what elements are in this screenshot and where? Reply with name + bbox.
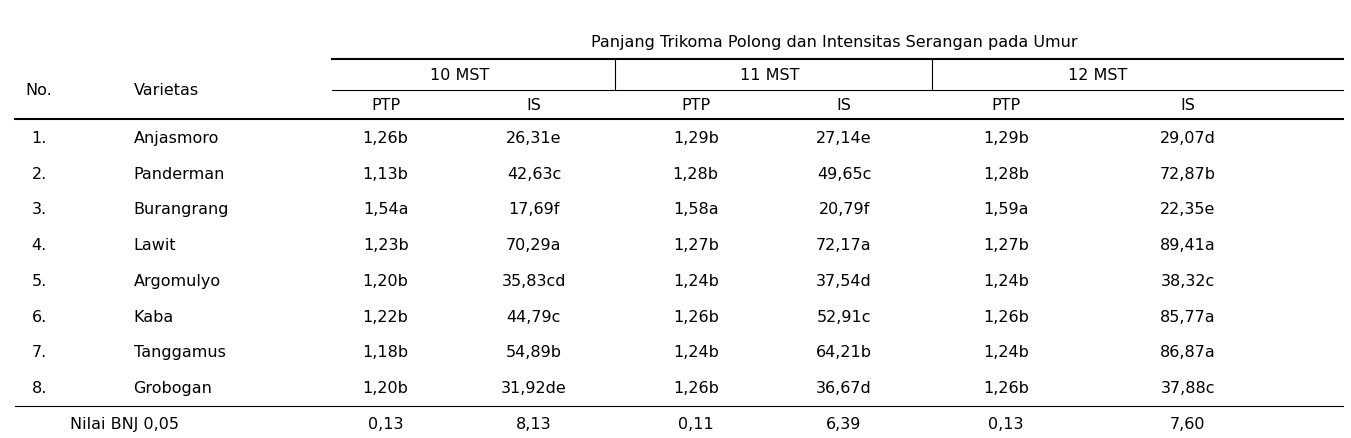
Text: 72,87b: 72,87b (1159, 166, 1216, 181)
Text: 89,41a: 89,41a (1161, 238, 1216, 253)
Text: 1,20b: 1,20b (362, 273, 408, 288)
Text: 6.: 6. (31, 309, 47, 324)
Text: 44,79c: 44,79c (507, 309, 561, 324)
Text: 3.: 3. (31, 202, 47, 217)
Text: No.: No. (26, 83, 53, 98)
Text: 64,21b: 64,21b (816, 345, 871, 360)
Text: 1,26b: 1,26b (984, 309, 1028, 324)
Text: 8.: 8. (31, 380, 47, 396)
Text: 35,83cd: 35,83cd (501, 273, 566, 288)
Text: 52,91c: 52,91c (817, 309, 871, 324)
Text: Anjasmoro: Anjasmoro (134, 131, 219, 145)
Text: 1,58a: 1,58a (673, 202, 719, 217)
Text: 29,07d: 29,07d (1161, 131, 1216, 145)
Text: Panjang Trikoma Polong dan Intensitas Serangan pada Umur: Panjang Trikoma Polong dan Intensitas Se… (592, 35, 1078, 50)
Text: PTP: PTP (992, 98, 1020, 113)
Text: Kaba: Kaba (134, 309, 174, 324)
Text: PTP: PTP (372, 98, 400, 113)
Text: 1,26b: 1,26b (673, 309, 719, 324)
Text: 20,79f: 20,79f (819, 202, 870, 217)
Text: 1,28b: 1,28b (982, 166, 1029, 181)
Text: 0,13: 0,13 (988, 416, 1024, 431)
Text: 1,29b: 1,29b (673, 131, 719, 145)
Text: 36,67d: 36,67d (816, 380, 871, 396)
Text: 7,60: 7,60 (1170, 416, 1205, 431)
Text: 1,28b: 1,28b (673, 166, 719, 181)
Text: Panderman: Panderman (134, 166, 224, 181)
Text: 1,23b: 1,23b (363, 238, 408, 253)
Text: Tanggamus: Tanggamus (134, 345, 226, 360)
Text: 31,92de: 31,92de (501, 380, 567, 396)
Text: 0,13: 0,13 (367, 416, 404, 431)
Text: Varietas: Varietas (134, 83, 199, 98)
Text: 26,31e: 26,31e (507, 131, 562, 145)
Text: 4.: 4. (31, 238, 47, 253)
Text: IS: IS (527, 98, 542, 113)
Text: 1,20b: 1,20b (362, 380, 408, 396)
Text: 1,59a: 1,59a (984, 202, 1028, 217)
Text: 1,26b: 1,26b (673, 380, 719, 396)
Text: IS: IS (1181, 98, 1196, 113)
Text: 1,27b: 1,27b (984, 238, 1028, 253)
Text: Argomulyo: Argomulyo (134, 273, 220, 288)
Text: 7.: 7. (31, 345, 47, 360)
Text: 1,22b: 1,22b (362, 309, 408, 324)
Text: 1,24b: 1,24b (673, 345, 719, 360)
Text: 86,87a: 86,87a (1161, 345, 1216, 360)
Text: IS: IS (836, 98, 851, 113)
Text: Lawit: Lawit (134, 238, 176, 253)
Text: 17,69f: 17,69f (508, 202, 559, 217)
Text: 1.: 1. (31, 131, 47, 145)
Text: 1,18b: 1,18b (362, 345, 409, 360)
Text: 11 MST: 11 MST (740, 68, 800, 83)
Text: Grobogan: Grobogan (134, 380, 212, 396)
Text: 42,63c: 42,63c (507, 166, 561, 181)
Text: 38,32c: 38,32c (1161, 273, 1215, 288)
Text: 1,29b: 1,29b (984, 131, 1028, 145)
Text: 0,11: 0,11 (678, 416, 713, 431)
Text: 37,54d: 37,54d (816, 273, 871, 288)
Text: 70,29a: 70,29a (507, 238, 562, 253)
Text: PTP: PTP (681, 98, 711, 113)
Text: 10 MST: 10 MST (430, 68, 489, 83)
Text: 8,13: 8,13 (516, 416, 551, 431)
Text: 1,26b: 1,26b (362, 131, 408, 145)
Text: 27,14e: 27,14e (816, 131, 871, 145)
Text: 1,24b: 1,24b (984, 273, 1028, 288)
Text: 12 MST: 12 MST (1067, 68, 1127, 83)
Text: 1,24b: 1,24b (673, 273, 719, 288)
Text: 1,13b: 1,13b (362, 166, 408, 181)
Text: 5.: 5. (31, 273, 47, 288)
Text: 6,39: 6,39 (827, 416, 862, 431)
Text: 49,65c: 49,65c (817, 166, 871, 181)
Text: 72,17a: 72,17a (816, 238, 871, 253)
Text: 1,27b: 1,27b (673, 238, 719, 253)
Text: Burangrang: Burangrang (134, 202, 230, 217)
Text: 22,35e: 22,35e (1161, 202, 1216, 217)
Text: 85,77a: 85,77a (1161, 309, 1216, 324)
Text: 54,89b: 54,89b (505, 345, 562, 360)
Text: Nilai BNJ 0,05: Nilai BNJ 0,05 (70, 416, 180, 431)
Text: 2.: 2. (31, 166, 47, 181)
Text: 1,24b: 1,24b (984, 345, 1028, 360)
Text: 37,88c: 37,88c (1161, 380, 1215, 396)
Text: 1,26b: 1,26b (984, 380, 1028, 396)
Text: 1,54a: 1,54a (363, 202, 408, 217)
